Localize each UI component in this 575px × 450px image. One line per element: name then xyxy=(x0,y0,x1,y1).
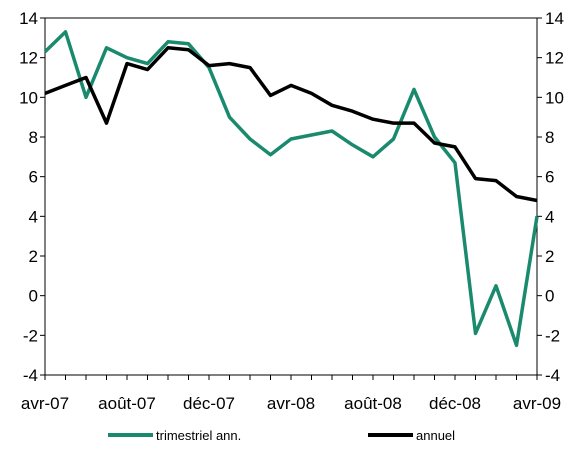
legend: trimestriel ann. annuel xyxy=(108,428,455,443)
y-tick-label-right: 6 xyxy=(545,168,554,187)
y-tick-label-right: 14 xyxy=(545,9,564,28)
tick-labels: -4 -4 -2 -2 0 0 2 2 4 4 6 6 8 8 10 10 12 12 14 14 avr-07 août… xyxy=(19,9,564,413)
y-tick-label-right: 2 xyxy=(545,247,554,266)
y-tick-label-right: 0 xyxy=(545,287,554,306)
y-tick-label-left: 14 xyxy=(19,9,38,28)
y-tick-label-left: 4 xyxy=(29,207,38,226)
y-tick-label-right: 4 xyxy=(545,207,554,226)
series-lines xyxy=(43,30,539,348)
x-tick-label: déc-08 xyxy=(429,394,481,413)
y-tick-label-right: 10 xyxy=(545,88,564,107)
legend-label: trimestriel ann. xyxy=(156,428,241,443)
y-tick-label-right: -2 xyxy=(545,326,560,345)
x-tick-label: déc-07 xyxy=(183,394,235,413)
x-tick-label: août-07 xyxy=(98,394,156,413)
x-tick-label: avr-08 xyxy=(267,394,315,413)
plot-frame xyxy=(44,17,538,376)
y-tick-label-left: 6 xyxy=(29,168,38,187)
y-tick-label-right: 12 xyxy=(545,49,564,68)
x-tick-label: avr-09 xyxy=(513,394,561,413)
y-tick-label-left: 2 xyxy=(29,247,38,266)
y-tick-label-left: 10 xyxy=(19,88,38,107)
legend-label: annuel xyxy=(416,428,455,443)
y-tick-label-left: 0 xyxy=(29,287,38,306)
series-line-trimestriel xyxy=(43,30,539,348)
y-tick-label-right: -4 xyxy=(545,366,560,385)
axes xyxy=(40,17,542,380)
y-tick-label-left: 8 xyxy=(29,128,38,147)
y-tick-label-left: 12 xyxy=(19,49,38,68)
series-line-annuel xyxy=(44,46,538,203)
y-tick-label-left: -2 xyxy=(23,326,38,345)
y-tick-label-right: 8 xyxy=(545,128,554,147)
x-tick-label: avr-07 xyxy=(21,394,69,413)
x-tick-label: août-08 xyxy=(344,394,402,413)
y-tick-label-left: -4 xyxy=(23,366,38,385)
